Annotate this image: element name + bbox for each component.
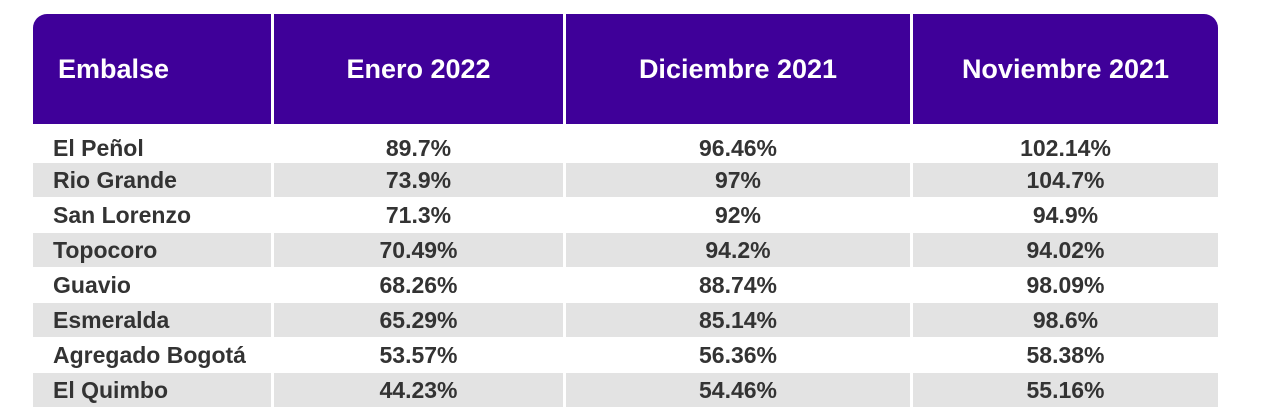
noviembre-2021-cell: 94.9% [913, 198, 1218, 233]
diciembre-2021-cell: 96.46% [566, 124, 913, 163]
reservoir-levels-table: Embalse Enero 2022 Diciembre 2021 Noviem… [33, 14, 1218, 408]
reservoir-name-cell: San Lorenzo [33, 198, 274, 233]
diciembre-2021-cell: 88.74% [566, 268, 913, 303]
column-header-embalse: Embalse [33, 14, 274, 124]
reservoir-name-cell: El Quimbo [33, 373, 274, 408]
table-row: Esmeralda 65.29% 85.14% 98.6% [33, 303, 1218, 338]
column-header-diciembre-2021: Diciembre 2021 [566, 14, 913, 124]
enero-2022-cell: 89.7% [274, 124, 566, 163]
table-row: Agregado Bogotá 53.57% 56.36% 58.38% [33, 338, 1218, 373]
reservoir-name-cell: Agregado Bogotá [33, 338, 274, 373]
enero-2022-cell: 73.9% [274, 163, 566, 198]
header-row: Embalse Enero 2022 Diciembre 2021 Noviem… [33, 14, 1218, 124]
noviembre-2021-cell: 98.09% [913, 268, 1218, 303]
enero-2022-cell: 71.3% [274, 198, 566, 233]
table-body: El Peñol 89.7% 96.46% 102.14% Rio Grande 73.9… [33, 124, 1218, 408]
column-header-noviembre-2021: Noviembre 2021 [913, 14, 1218, 124]
reservoir-table-container: Embalse Enero 2022 Diciembre 2021 Noviem… [33, 14, 1218, 408]
diciembre-2021-cell: 97% [566, 163, 913, 198]
table-row: Rio Grande 73.9% 97% 104.7% [33, 163, 1218, 198]
diciembre-2021-cell: 54.46% [566, 373, 913, 408]
noviembre-2021-cell: 104.7% [913, 163, 1218, 198]
table-row: Topocoro 70.49% 94.2% 94.02% [33, 233, 1218, 268]
diciembre-2021-cell: 92% [566, 198, 913, 233]
noviembre-2021-cell: 55.16% [913, 373, 1218, 408]
reservoir-name-cell: Guavio [33, 268, 274, 303]
enero-2022-cell: 68.26% [274, 268, 566, 303]
table-row: El Peñol 89.7% 96.46% 102.14% [33, 124, 1218, 163]
table-row: Guavio 68.26% 88.74% 98.09% [33, 268, 1218, 303]
noviembre-2021-cell: 94.02% [913, 233, 1218, 268]
enero-2022-cell: 53.57% [274, 338, 566, 373]
enero-2022-cell: 44.23% [274, 373, 566, 408]
noviembre-2021-cell: 58.38% [913, 338, 1218, 373]
table-row: San Lorenzo 71.3% 92% 94.9% [33, 198, 1218, 233]
column-header-enero-2022: Enero 2022 [274, 14, 566, 124]
reservoir-name-cell: El Peñol [33, 124, 274, 163]
noviembre-2021-cell: 98.6% [913, 303, 1218, 338]
diciembre-2021-cell: 94.2% [566, 233, 913, 268]
diciembre-2021-cell: 85.14% [566, 303, 913, 338]
table-row: El Quimbo 44.23% 54.46% 55.16% [33, 373, 1218, 408]
reservoir-name-cell: Rio Grande [33, 163, 274, 198]
noviembre-2021-cell: 102.14% [913, 124, 1218, 163]
enero-2022-cell: 70.49% [274, 233, 566, 268]
reservoir-name-cell: Esmeralda [33, 303, 274, 338]
enero-2022-cell: 65.29% [274, 303, 566, 338]
diciembre-2021-cell: 56.36% [566, 338, 913, 373]
reservoir-name-cell: Topocoro [33, 233, 274, 268]
table-header: Embalse Enero 2022 Diciembre 2021 Noviem… [33, 14, 1218, 124]
